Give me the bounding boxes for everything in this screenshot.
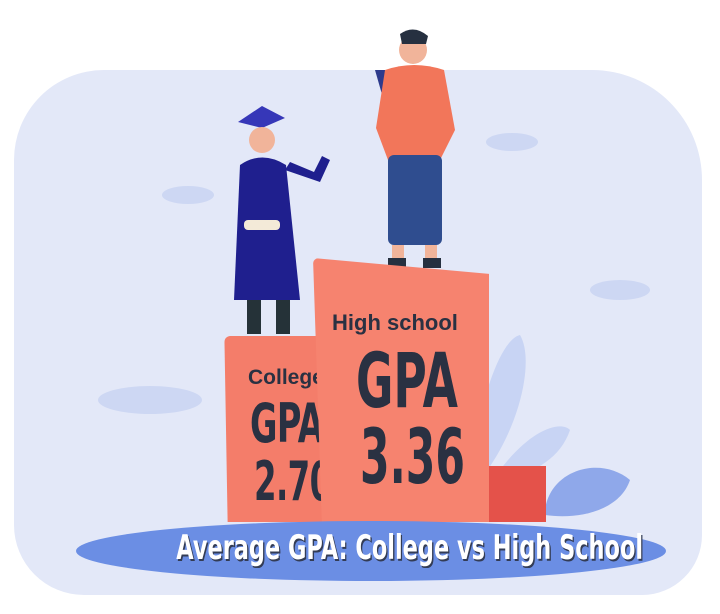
- student-figure: [375, 29, 455, 268]
- high-school-label: High school: [332, 310, 458, 335]
- college-gpa-label: GPA: [250, 392, 324, 455]
- college-gpa-value: 2.70: [254, 450, 332, 513]
- high-school-gpa-value: 3.36: [360, 412, 466, 501]
- college-label: College: [248, 366, 324, 389]
- high-school-pedestal: [313, 258, 489, 522]
- graduate-figure: [234, 106, 330, 334]
- title-banner: [76, 521, 666, 581]
- clouds: [98, 133, 650, 414]
- title: Average GPA: College vs High School: [176, 528, 644, 568]
- high-school-gpa-label: GPA: [356, 336, 458, 425]
